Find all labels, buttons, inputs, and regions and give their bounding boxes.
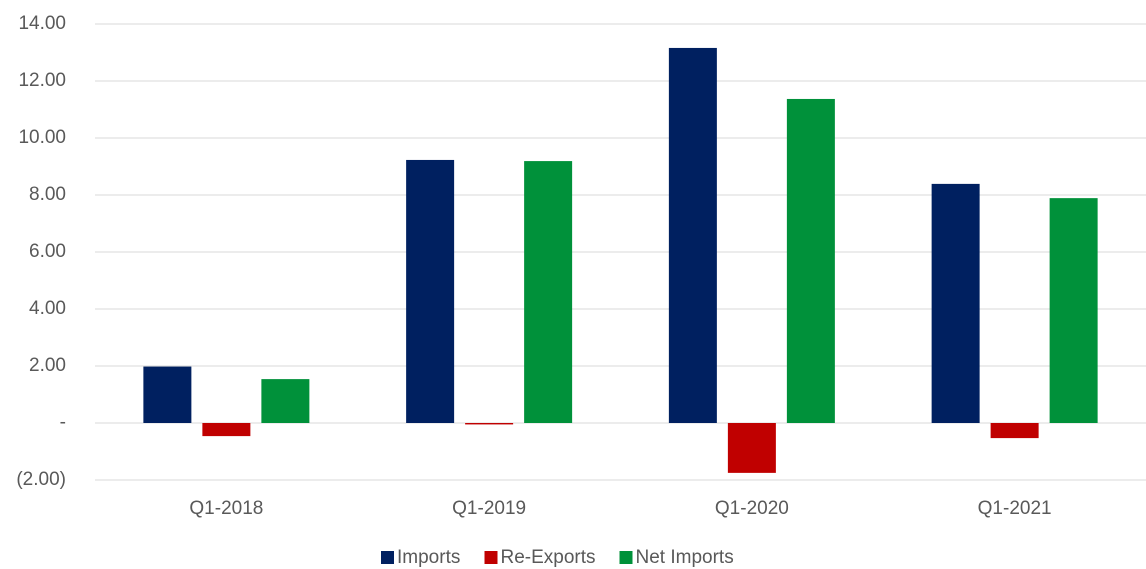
bar xyxy=(406,159,455,423)
legend-swatch xyxy=(381,551,394,564)
bar xyxy=(261,379,310,423)
bar xyxy=(202,423,251,437)
legend-label: Net Imports xyxy=(636,547,734,568)
legend-swatch xyxy=(619,551,633,564)
legend-label: Re-Exports xyxy=(501,547,596,568)
bar xyxy=(668,47,717,423)
bar xyxy=(465,423,514,425)
x-tick-label: Q1-2019 xyxy=(452,498,526,519)
y-tick-label: - xyxy=(60,412,66,433)
legend-swatch xyxy=(484,551,498,564)
y-tick-label: (2.00) xyxy=(16,469,66,490)
bar xyxy=(931,183,980,423)
legend-label: Imports xyxy=(397,547,460,568)
bar xyxy=(143,366,192,423)
bar xyxy=(990,423,1039,439)
y-tick-label: 6.00 xyxy=(29,241,66,262)
y-tick-label: 8.00 xyxy=(29,184,66,205)
bar xyxy=(524,161,573,423)
y-tick-label: 12.00 xyxy=(18,70,66,91)
x-tick-label: Q1-2021 xyxy=(978,498,1052,519)
bar xyxy=(727,423,776,473)
y-tick-label: 14.00 xyxy=(18,13,66,34)
y-tick-label: 2.00 xyxy=(29,355,66,376)
y-tick-label: 10.00 xyxy=(18,127,66,148)
x-tick-label: Q1-2020 xyxy=(715,498,789,519)
bar xyxy=(786,98,835,423)
y-tick-label: 4.00 xyxy=(29,298,66,319)
bar xyxy=(1049,198,1098,423)
x-tick-label: Q1-2018 xyxy=(189,498,263,519)
